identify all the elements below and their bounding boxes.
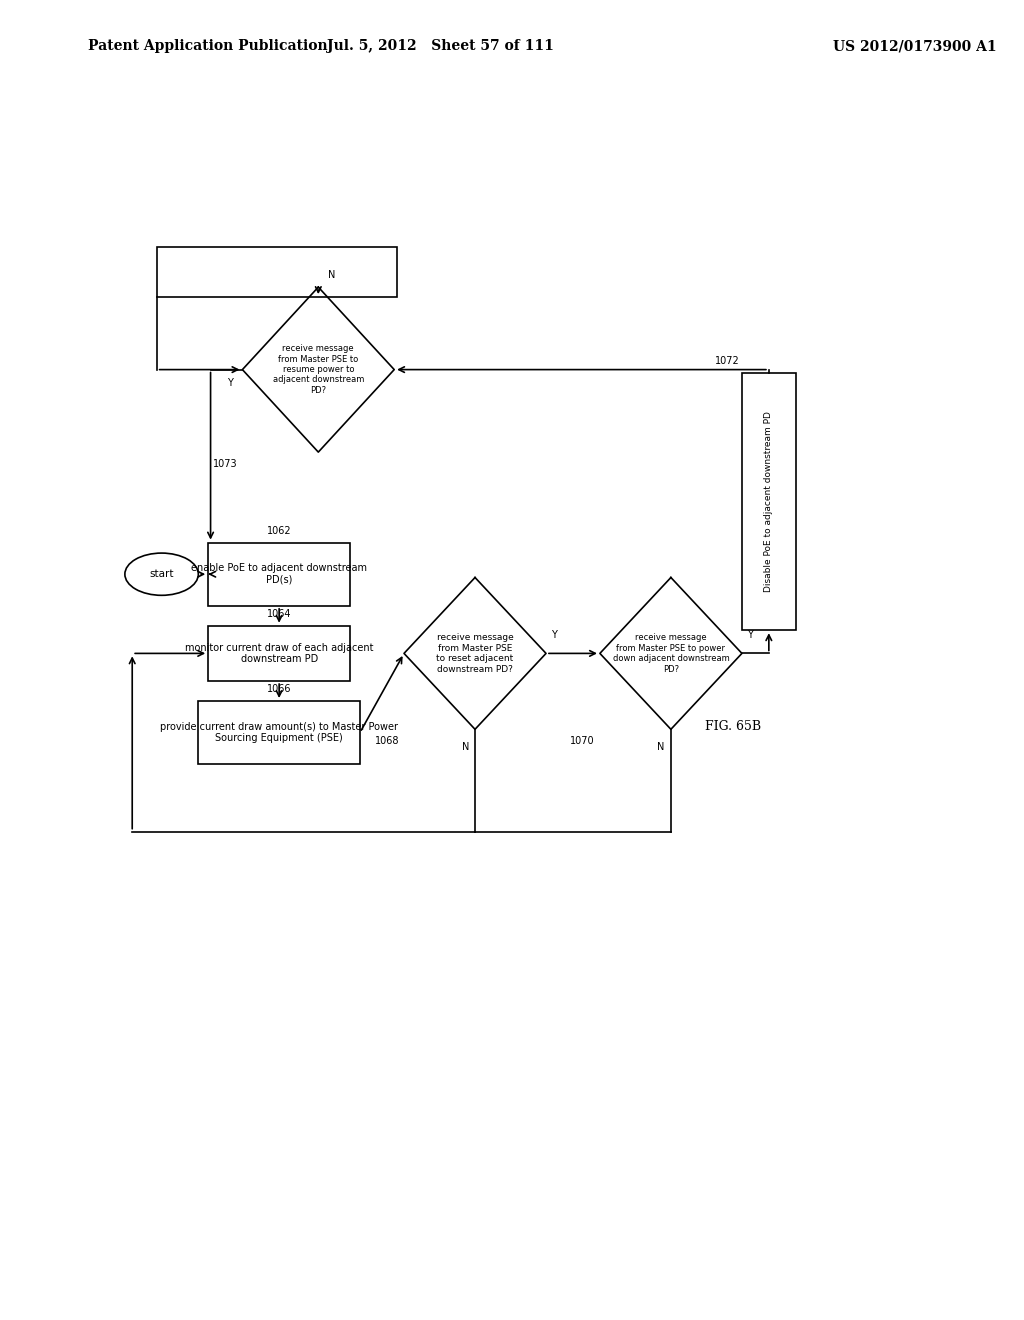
Text: receive message
from Master PSE to power
down adjacent downstream
PD?: receive message from Master PSE to power…	[612, 634, 729, 673]
Text: receive message
from Master PSE to
resume power to
adjacent downstream
PD?: receive message from Master PSE to resum…	[272, 345, 364, 395]
Text: Y: Y	[226, 378, 232, 388]
Text: 1066: 1066	[267, 684, 292, 694]
Text: start: start	[150, 569, 174, 579]
Bar	[208, 543, 350, 606]
Text: enable PoE to adjacent downstream
PD(s): enable PoE to adjacent downstream PD(s)	[191, 564, 368, 585]
Text: N: N	[657, 742, 665, 752]
Text: Patent Application Publication: Patent Application Publication	[88, 40, 328, 53]
Text: monitor current draw of each adjacent
downstream PD: monitor current draw of each adjacent do…	[185, 643, 374, 664]
Bar	[157, 247, 396, 297]
Bar	[742, 372, 796, 631]
Text: provide current draw amount(s) to Master Power
Sourcing Equipment (PSE): provide current draw amount(s) to Master…	[160, 722, 398, 743]
Text: 1062: 1062	[267, 525, 292, 536]
Text: Disable PoE to adjacent downstream PD: Disable PoE to adjacent downstream PD	[764, 411, 773, 593]
Text: US 2012/0173900 A1: US 2012/0173900 A1	[833, 40, 996, 53]
Text: Y: Y	[746, 630, 753, 640]
Text: 1068: 1068	[375, 737, 399, 746]
Text: Y: Y	[551, 630, 557, 640]
Text: FIG. 65B: FIG. 65B	[706, 719, 761, 733]
Text: receive message
from Master PSE
to reset adjacent
downstream PD?: receive message from Master PSE to reset…	[436, 634, 514, 673]
Text: 1064: 1064	[267, 609, 292, 619]
Text: N: N	[328, 271, 336, 281]
Bar	[208, 626, 350, 681]
Text: 1072: 1072	[715, 356, 740, 366]
Bar	[199, 701, 359, 764]
Text: N: N	[462, 742, 469, 752]
Text: 1070: 1070	[570, 737, 595, 746]
Text: Jul. 5, 2012   Sheet 57 of 111: Jul. 5, 2012 Sheet 57 of 111	[328, 40, 554, 53]
Text: 1073: 1073	[213, 459, 238, 469]
